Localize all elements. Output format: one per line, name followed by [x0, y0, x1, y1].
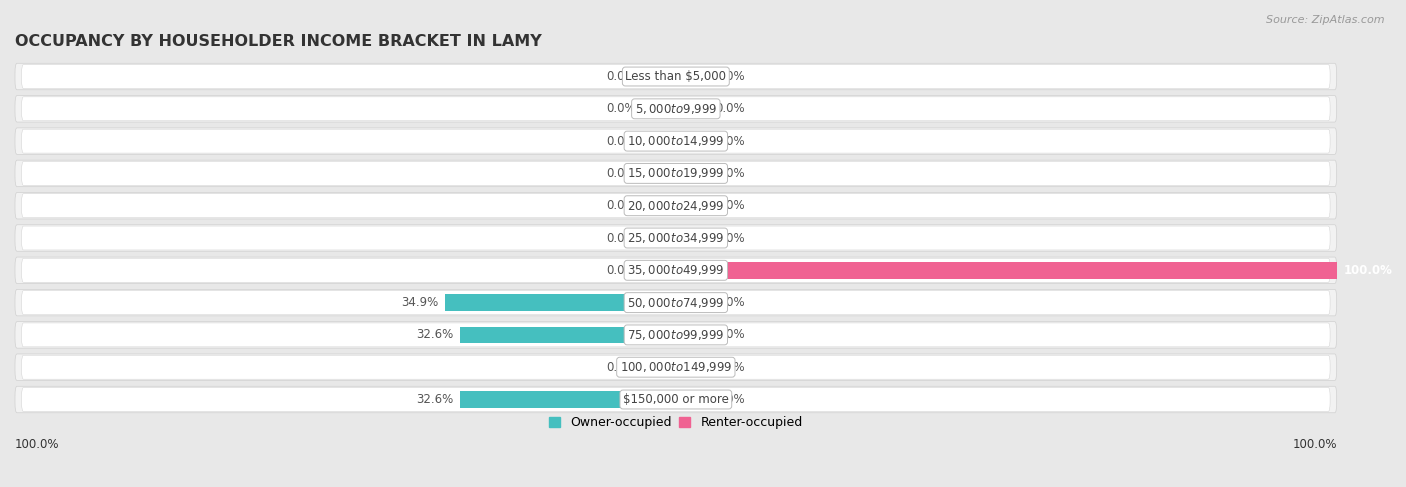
Text: Less than $5,000: Less than $5,000 — [626, 70, 727, 83]
Text: 0.0%: 0.0% — [606, 167, 636, 180]
FancyBboxPatch shape — [15, 160, 1337, 187]
FancyBboxPatch shape — [15, 63, 1337, 90]
Text: 0.0%: 0.0% — [716, 167, 745, 180]
FancyBboxPatch shape — [21, 323, 1330, 347]
FancyBboxPatch shape — [21, 226, 1330, 250]
Bar — [676, 165, 709, 182]
Text: 100.0%: 100.0% — [15, 438, 59, 451]
Text: 0.0%: 0.0% — [716, 296, 745, 309]
FancyBboxPatch shape — [15, 225, 1337, 251]
Text: 0.0%: 0.0% — [606, 264, 636, 277]
FancyBboxPatch shape — [15, 354, 1337, 380]
Text: 0.0%: 0.0% — [716, 102, 745, 115]
Bar — [460, 326, 676, 343]
Bar — [643, 229, 676, 246]
Bar — [676, 197, 709, 214]
FancyBboxPatch shape — [15, 257, 1337, 283]
Bar — [676, 326, 709, 343]
FancyBboxPatch shape — [21, 291, 1330, 315]
Text: $20,000 to $24,999: $20,000 to $24,999 — [627, 199, 724, 213]
Text: $75,000 to $99,999: $75,000 to $99,999 — [627, 328, 724, 342]
FancyBboxPatch shape — [21, 97, 1330, 121]
Bar — [676, 100, 709, 117]
Text: 0.0%: 0.0% — [606, 361, 636, 374]
FancyBboxPatch shape — [21, 162, 1330, 186]
Text: $25,000 to $34,999: $25,000 to $34,999 — [627, 231, 724, 245]
Bar — [643, 165, 676, 182]
FancyBboxPatch shape — [15, 386, 1337, 413]
Bar — [676, 229, 709, 246]
Bar — [676, 262, 1337, 279]
Text: 32.6%: 32.6% — [416, 393, 454, 406]
FancyBboxPatch shape — [15, 128, 1337, 154]
Bar — [643, 262, 676, 279]
Text: 0.0%: 0.0% — [606, 102, 636, 115]
Text: 100.0%: 100.0% — [1292, 438, 1337, 451]
Bar — [643, 359, 676, 375]
Text: $15,000 to $19,999: $15,000 to $19,999 — [627, 167, 724, 180]
Text: $10,000 to $14,999: $10,000 to $14,999 — [627, 134, 724, 148]
Text: 0.0%: 0.0% — [716, 231, 745, 244]
FancyBboxPatch shape — [21, 65, 1330, 89]
Bar — [460, 391, 676, 408]
Bar — [676, 68, 709, 85]
Bar — [643, 197, 676, 214]
FancyBboxPatch shape — [15, 95, 1337, 122]
FancyBboxPatch shape — [21, 388, 1330, 412]
Text: OCCUPANCY BY HOUSEHOLDER INCOME BRACKET IN LAMY: OCCUPANCY BY HOUSEHOLDER INCOME BRACKET … — [15, 35, 541, 50]
FancyBboxPatch shape — [21, 259, 1330, 282]
FancyBboxPatch shape — [15, 289, 1337, 316]
Text: $100,000 to $149,999: $100,000 to $149,999 — [620, 360, 733, 374]
Text: Source: ZipAtlas.com: Source: ZipAtlas.com — [1267, 15, 1385, 25]
Text: $35,000 to $49,999: $35,000 to $49,999 — [627, 263, 724, 277]
Bar — [676, 359, 709, 375]
Legend: Owner-occupied, Renter-occupied: Owner-occupied, Renter-occupied — [544, 412, 807, 434]
Text: 0.0%: 0.0% — [716, 361, 745, 374]
Text: 0.0%: 0.0% — [716, 70, 745, 83]
Text: 0.0%: 0.0% — [606, 134, 636, 148]
Bar — [676, 391, 709, 408]
Text: 0.0%: 0.0% — [716, 328, 745, 341]
Text: 0.0%: 0.0% — [606, 231, 636, 244]
Bar — [643, 100, 676, 117]
FancyBboxPatch shape — [15, 322, 1337, 348]
FancyBboxPatch shape — [21, 129, 1330, 153]
Bar — [676, 294, 709, 311]
Text: $150,000 or more: $150,000 or more — [623, 393, 728, 406]
Text: 34.9%: 34.9% — [401, 296, 439, 309]
Text: 32.6%: 32.6% — [416, 328, 454, 341]
Text: 0.0%: 0.0% — [606, 199, 636, 212]
Text: 0.0%: 0.0% — [716, 199, 745, 212]
Bar — [446, 294, 676, 311]
Bar — [643, 68, 676, 85]
Bar — [643, 133, 676, 150]
Text: $5,000 to $9,999: $5,000 to $9,999 — [634, 102, 717, 116]
Text: 0.0%: 0.0% — [716, 393, 745, 406]
FancyBboxPatch shape — [21, 355, 1330, 379]
Text: 0.0%: 0.0% — [716, 134, 745, 148]
Text: 100.0%: 100.0% — [1343, 264, 1392, 277]
FancyBboxPatch shape — [15, 192, 1337, 219]
FancyBboxPatch shape — [21, 194, 1330, 218]
Text: $50,000 to $74,999: $50,000 to $74,999 — [627, 296, 724, 310]
Bar — [676, 133, 709, 150]
Text: 0.0%: 0.0% — [606, 70, 636, 83]
